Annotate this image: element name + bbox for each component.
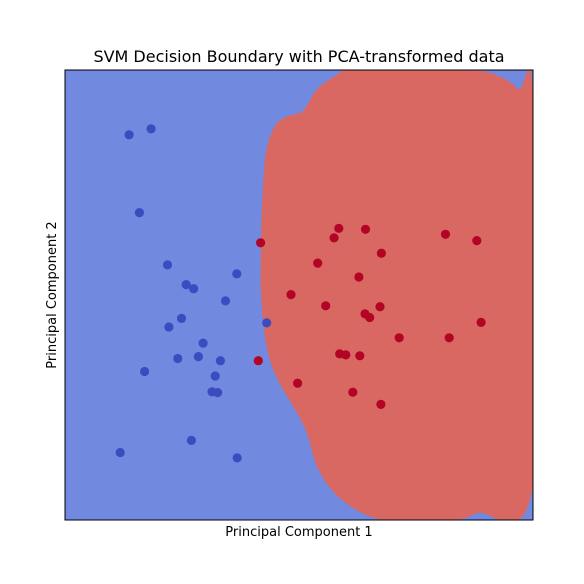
- class-1-point: [376, 248, 386, 258]
- class-1-point: [365, 312, 375, 323]
- class-0-point: [140, 366, 150, 377]
- class-1-point: [334, 223, 344, 233]
- class-1-point: [253, 356, 263, 366]
- class-1-point: [329, 233, 339, 243]
- y-axis-label: Principal Component 2: [45, 221, 60, 368]
- class-0-point: [186, 435, 196, 445]
- class-0-point: [232, 453, 242, 463]
- class-1-point: [376, 399, 386, 409]
- class-0-point: [164, 322, 174, 332]
- class-1-point: [313, 258, 323, 268]
- class-0-point: [220, 296, 231, 306]
- class-1-point: [472, 236, 482, 246]
- class-1-point: [440, 229, 451, 239]
- class-1-point: [476, 317, 486, 327]
- class-0-point: [176, 313, 187, 323]
- class-0-point: [215, 356, 225, 366]
- class-1-point: [256, 238, 266, 248]
- class-1-point: [321, 301, 331, 311]
- chart-title: SVM Decision Boundary with PCA-transform…: [93, 47, 504, 66]
- class-0-point: [162, 260, 173, 270]
- class-0-point: [115, 447, 125, 458]
- class-0-point: [193, 352, 203, 362]
- class-1-point: [286, 290, 296, 300]
- class-0-point: [213, 388, 223, 398]
- class-1-decision-region: [260, 70, 533, 520]
- class-1-point: [348, 387, 358, 397]
- class-0-point: [124, 130, 134, 140]
- class-0-point: [198, 338, 208, 348]
- class-1-point: [394, 333, 404, 343]
- plot-frame: [64, 69, 534, 521]
- class-0-point: [173, 353, 183, 364]
- class-0-point: [262, 318, 272, 328]
- class-0-point: [189, 284, 199, 294]
- class-1-point: [335, 349, 345, 359]
- class-0-point: [146, 124, 156, 134]
- x-axis-label: Principal Component 1: [225, 525, 372, 540]
- class-1-point: [375, 302, 385, 312]
- class-0-point: [210, 371, 220, 381]
- class-1-point: [360, 224, 371, 234]
- class-1-point: [444, 333, 454, 343]
- class-0-point: [181, 280, 191, 290]
- class-0-point: [134, 208, 144, 218]
- class-1-point: [293, 378, 303, 388]
- class-0-point: [232, 269, 242, 279]
- class-1-point: [355, 351, 365, 361]
- class-1-point: [354, 272, 364, 282]
